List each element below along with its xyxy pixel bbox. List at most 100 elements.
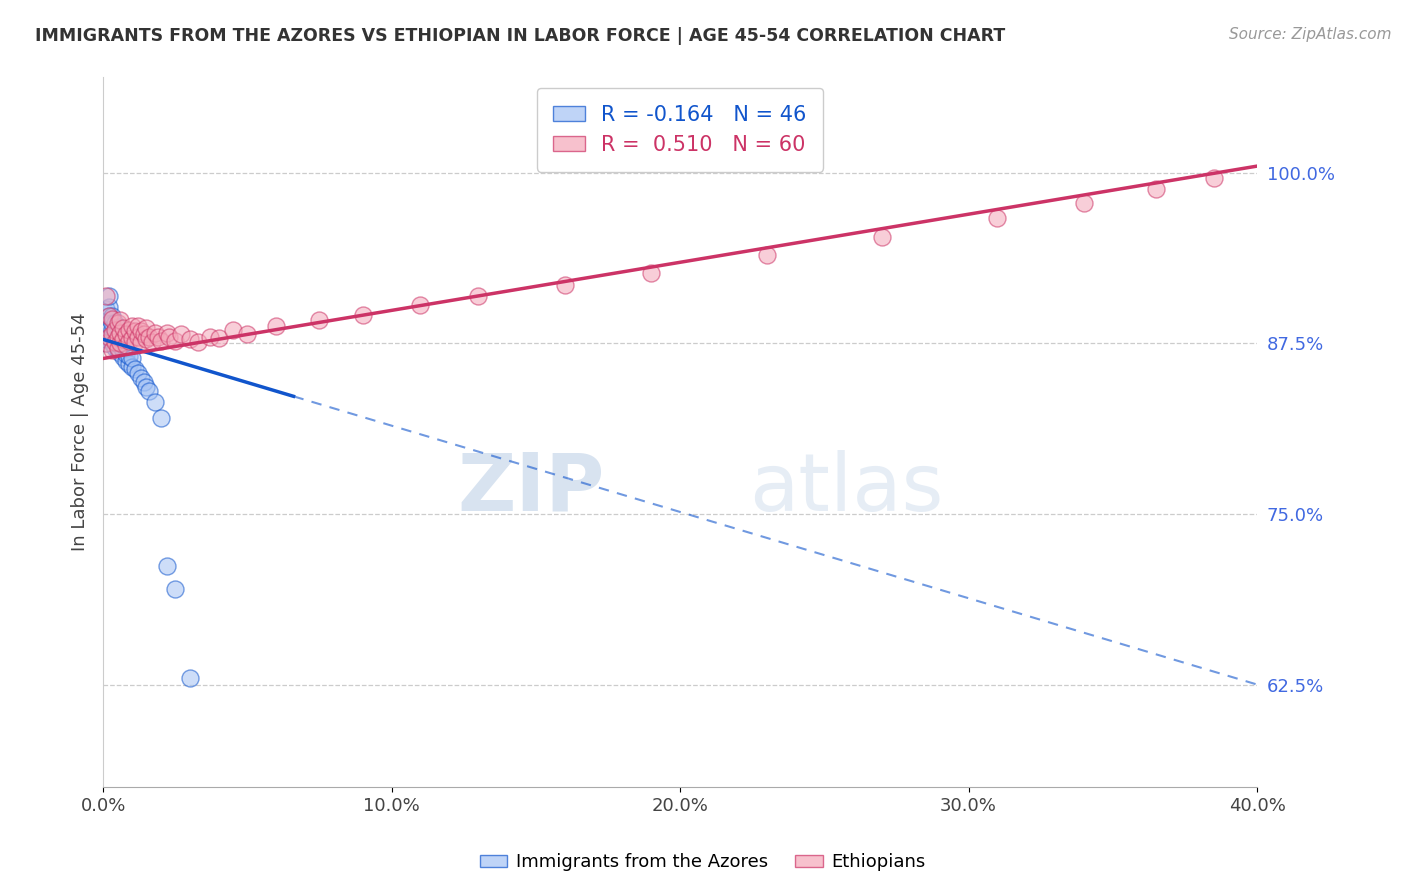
Text: ZIP: ZIP xyxy=(458,450,605,528)
Point xyxy=(107,343,129,358)
Point xyxy=(107,341,129,355)
Legend: R = -0.164   N = 46, R =  0.510   N = 60: R = -0.164 N = 46, R = 0.510 N = 60 xyxy=(537,87,824,171)
Point xyxy=(121,351,143,366)
Point xyxy=(141,335,163,350)
Point xyxy=(97,309,120,323)
Point xyxy=(187,335,209,350)
Point xyxy=(165,582,187,596)
Point xyxy=(1144,182,1167,196)
Point xyxy=(554,277,576,292)
Text: Source: ZipAtlas.com: Source: ZipAtlas.com xyxy=(1229,27,1392,42)
Point xyxy=(207,331,229,345)
Point xyxy=(222,323,245,337)
Point xyxy=(198,329,221,343)
Point xyxy=(124,335,146,350)
Point xyxy=(121,331,143,345)
Point xyxy=(127,318,149,333)
Point xyxy=(112,343,135,358)
Point xyxy=(107,326,129,341)
Point xyxy=(97,323,120,337)
Point xyxy=(115,354,138,368)
Point xyxy=(97,300,120,314)
Point xyxy=(112,332,135,346)
Point xyxy=(870,230,893,244)
Point xyxy=(110,329,132,343)
Point xyxy=(107,320,129,334)
Point xyxy=(236,326,259,341)
Point xyxy=(112,335,135,350)
Point xyxy=(110,339,132,353)
Point xyxy=(155,326,177,340)
Point xyxy=(409,298,432,312)
Point xyxy=(129,324,152,338)
Point xyxy=(127,367,149,381)
Point xyxy=(104,335,127,350)
Point xyxy=(467,289,489,303)
Point xyxy=(755,248,778,262)
Point xyxy=(101,316,124,330)
Point xyxy=(97,329,120,343)
Point xyxy=(94,289,117,303)
Legend: Immigrants from the Azores, Ethiopians: Immigrants from the Azores, Ethiopians xyxy=(472,847,934,879)
Point xyxy=(110,346,132,360)
Point xyxy=(149,334,172,348)
Point xyxy=(101,329,124,343)
Point xyxy=(104,326,127,340)
Point xyxy=(143,326,166,340)
Point xyxy=(179,332,201,346)
Point xyxy=(1073,196,1095,211)
Point xyxy=(986,211,1008,225)
Point xyxy=(121,359,143,374)
Point xyxy=(107,329,129,343)
Point xyxy=(143,395,166,409)
Point xyxy=(110,313,132,327)
Point xyxy=(101,312,124,326)
Point xyxy=(124,324,146,338)
Point xyxy=(165,334,187,348)
Point xyxy=(110,326,132,340)
Text: IMMIGRANTS FROM THE AZORES VS ETHIOPIAN IN LABOR FORCE | AGE 45-54 CORRELATION C: IMMIGRANTS FROM THE AZORES VS ETHIOPIAN … xyxy=(35,27,1005,45)
Point xyxy=(104,316,127,330)
Point xyxy=(107,316,129,330)
Point xyxy=(104,323,127,337)
Point xyxy=(101,326,124,341)
Point xyxy=(146,329,169,343)
Point xyxy=(179,671,201,685)
Point xyxy=(107,332,129,346)
Point xyxy=(129,370,152,384)
Point xyxy=(118,323,141,337)
Point xyxy=(118,349,141,363)
Point xyxy=(159,329,181,343)
Point xyxy=(127,329,149,343)
Point xyxy=(94,336,117,351)
Point xyxy=(118,334,141,348)
Point xyxy=(104,332,127,346)
Point xyxy=(115,341,138,355)
Point xyxy=(97,289,120,303)
Point xyxy=(115,347,138,361)
Point xyxy=(124,362,146,376)
Point xyxy=(135,332,157,346)
Text: atlas: atlas xyxy=(749,450,943,528)
Point xyxy=(138,329,160,343)
Point xyxy=(135,321,157,335)
Point xyxy=(170,326,193,341)
Point xyxy=(121,318,143,333)
Point xyxy=(155,558,177,573)
Point xyxy=(352,308,374,322)
Point xyxy=(94,332,117,346)
Point xyxy=(112,350,135,364)
Point xyxy=(264,318,287,333)
Point xyxy=(640,266,662,280)
Point xyxy=(132,375,155,389)
Point xyxy=(149,411,172,425)
Point xyxy=(101,343,124,358)
Point xyxy=(115,326,138,341)
Point xyxy=(118,357,141,371)
Point xyxy=(101,336,124,351)
Point xyxy=(112,321,135,335)
Point xyxy=(94,336,117,351)
Point xyxy=(308,313,330,327)
Point xyxy=(1202,171,1225,186)
Point xyxy=(110,336,132,351)
